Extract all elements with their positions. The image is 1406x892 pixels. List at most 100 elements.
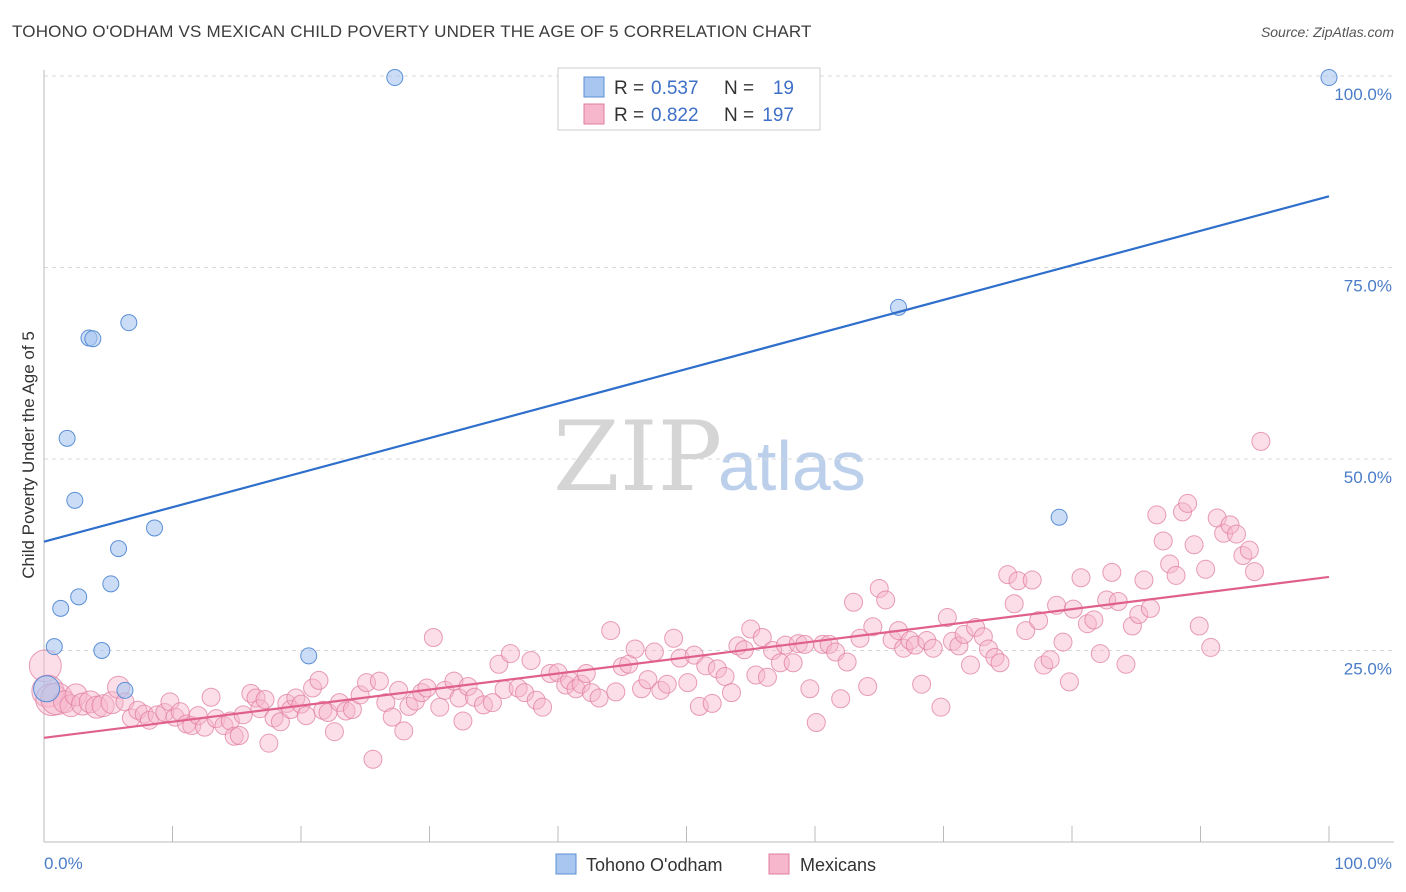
mexicans-point-62	[399, 696, 419, 716]
mexicans-point-118	[757, 667, 777, 687]
mexicans-point-93	[601, 621, 621, 641]
mexicans-point-116	[746, 665, 766, 685]
mexicans-point-83	[533, 697, 553, 717]
mexicans-point-37	[255, 690, 275, 710]
mexicans-point-160	[1016, 621, 1036, 641]
mexicans-point-66	[423, 627, 443, 647]
chart-title: TOHONO O'ODHAM VS MEXICAN CHILD POVERTY …	[12, 22, 812, 41]
mexicans-point-122	[783, 653, 803, 673]
tohono-points	[33, 69, 1338, 703]
mexicans-point-60	[389, 680, 409, 700]
legend-n-label-0: N =	[724, 78, 754, 99]
mexicans-point-180	[1140, 598, 1160, 618]
mexicans-point-30	[220, 711, 240, 731]
mexicans-point-56	[363, 749, 383, 769]
mexicans-point-38	[259, 733, 279, 753]
mexicans-point-178	[1129, 604, 1149, 624]
mexicans-point-108	[696, 656, 716, 676]
mexicans-point-155	[985, 647, 1005, 667]
mexicans-point-33	[233, 705, 253, 725]
legend: R = 0.537 N = 19 R = 0.822 N = 197	[557, 67, 821, 131]
mexicans-point-172	[1090, 644, 1110, 664]
mexicans-point-153	[973, 627, 993, 647]
mexicans-point-157	[998, 565, 1018, 585]
mexicans-point-103	[664, 628, 684, 648]
mexicans-point-156	[990, 653, 1010, 673]
tohono-point-7	[84, 330, 102, 348]
mexicans-point-161	[1022, 570, 1042, 590]
tohono-point-11	[116, 681, 134, 699]
mexicans-point-174	[1102, 562, 1122, 582]
mexicans-point-196	[1239, 540, 1259, 560]
mexicans-point-151	[960, 655, 980, 675]
watermark-zip: ZIP	[553, 401, 722, 513]
mexicans-point-4	[53, 690, 77, 714]
tohono-point-18	[1320, 69, 1338, 87]
x-tick-label-max: 100.0%	[1334, 854, 1392, 873]
legend-r-value-0: 0.537	[651, 78, 699, 99]
mexicans-point-47	[309, 670, 329, 690]
mexicans-point-45	[296, 706, 316, 726]
mexicans-point-198	[1251, 431, 1271, 451]
mexicans-point-133	[850, 628, 870, 648]
x-ticks	[43, 826, 1330, 842]
mexicans-point-50	[324, 722, 344, 742]
tohono-point-15	[386, 69, 404, 87]
mexicans-point-10	[91, 694, 115, 718]
mexicans-point-169	[1071, 568, 1091, 588]
mexicans-point-71	[453, 711, 473, 731]
mexicans-point-132	[844, 592, 864, 612]
mexicans-trendline	[43, 575, 1330, 739]
mexicans-point-105	[678, 673, 698, 693]
mexicans-point-135	[863, 617, 883, 637]
mexicans-point-20	[160, 692, 180, 712]
y-axis-title: Child Poverty Under the Age of 5	[19, 331, 38, 579]
mexicans-point-177	[1122, 616, 1142, 636]
mexicans-point-150	[954, 624, 974, 644]
source-label: Source: ZipAtlas.com	[1260, 24, 1394, 40]
mexicans-point-28	[206, 709, 226, 729]
mexicans-point-137	[876, 590, 896, 610]
tohono-point-10	[110, 540, 128, 558]
mexicans-point-90	[576, 663, 596, 683]
mexicans-point-126	[806, 713, 826, 733]
y-tick-label-1: 50.0%	[1344, 468, 1392, 487]
tohono-point-5	[70, 588, 88, 606]
mexicans-point-194	[1226, 524, 1246, 544]
mexicans-point-5	[59, 694, 83, 718]
legend-n-label-1: N =	[724, 105, 754, 126]
mexicans-point-31	[224, 726, 244, 746]
mexicans-point-190	[1201, 637, 1221, 657]
mexicans-point-46	[303, 678, 323, 698]
mexicans-point-193	[1220, 515, 1240, 535]
tohono-point-2	[52, 599, 70, 617]
mexicans-point-100	[644, 642, 664, 662]
mexicans-point-163	[1034, 655, 1054, 675]
mexicans-point-97	[625, 639, 645, 659]
x-tick-label-min: 0.0%	[44, 854, 83, 873]
mexicans-point-40	[270, 712, 290, 732]
mexicans-point-134	[858, 677, 878, 697]
mexicans-point-110	[707, 659, 727, 679]
mexicans-point-136	[869, 578, 889, 598]
mexicans-point-164	[1040, 650, 1060, 670]
mexicans-point-58	[376, 693, 396, 713]
mexicans-point-181	[1147, 505, 1167, 525]
legend-r-value-1: 0.822	[651, 105, 699, 126]
mexicans-point-184	[1166, 565, 1186, 585]
mexicans-point-7	[71, 692, 95, 716]
mexicans-point-146	[931, 697, 951, 717]
mexicans-point-81	[521, 650, 541, 670]
mexicans-point-159	[1008, 571, 1028, 591]
tohono-point-14	[300, 647, 318, 665]
mexicans-point-52	[336, 701, 356, 721]
mexicans-point-117	[752, 627, 772, 647]
mexicans-point-94	[606, 682, 626, 702]
legend-n-value-0: 19	[773, 78, 794, 99]
trendlines	[43, 195, 1330, 739]
mexicans-point-59	[382, 707, 402, 727]
mexicans-point-187	[1184, 535, 1204, 555]
mexicans-point-171	[1084, 610, 1104, 630]
mexicans-point-143	[912, 674, 932, 694]
mexicans-point-147	[937, 608, 957, 628]
